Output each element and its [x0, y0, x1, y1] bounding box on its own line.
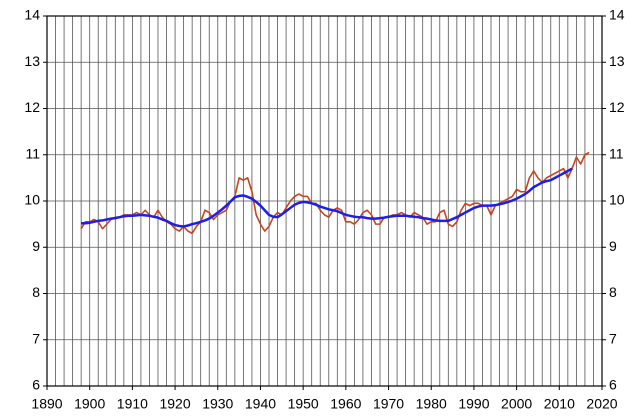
x-tick-label: 1990: [458, 396, 489, 412]
y-tick-label: 9: [32, 238, 40, 254]
x-tick-label: 1950: [288, 396, 319, 412]
y-tick-label: 8: [32, 284, 40, 300]
line-series: [81, 167, 573, 228]
y-tick-label: 12: [24, 99, 40, 115]
y-tick-label: 6: [609, 377, 617, 393]
x-tick-label: 1910: [117, 396, 148, 412]
x-tick-label: 1960: [330, 396, 361, 412]
x-tick-label: 1890: [31, 396, 62, 412]
y-tick-label: 9: [609, 238, 617, 254]
y-tick-label: 10: [609, 192, 625, 208]
y-tick-label: 12: [609, 99, 625, 115]
y-tick-label: 8: [609, 284, 617, 300]
x-tick-label: 1980: [416, 396, 447, 412]
x-tick-label: 1940: [245, 396, 276, 412]
line-series: [80, 151, 590, 235]
y-tick-label: 14: [609, 7, 625, 23]
y-tick-label: 7: [32, 330, 40, 346]
y-tick-label: 7: [609, 330, 617, 346]
y-tick-label: 10: [24, 192, 40, 208]
x-tick-label: 2000: [501, 396, 532, 412]
y-tick-label: 14: [24, 7, 40, 23]
x-tick-label: 1920: [159, 396, 190, 412]
y-tick-label: 13: [609, 53, 625, 69]
x-tick-label: 2020: [586, 396, 617, 412]
y-tick-label: 11: [609, 145, 624, 161]
x-tick-label: 1970: [373, 396, 404, 412]
x-tick-label: 1930: [202, 396, 233, 412]
y-tick-label: 11: [25, 145, 40, 161]
y-tick-label: 6: [32, 377, 40, 393]
plot-frame: [46, 15, 603, 387]
x-tick-label: 2010: [544, 396, 575, 412]
x-tick-label: 1900: [74, 396, 105, 412]
y-tick-label: 13: [24, 53, 40, 69]
